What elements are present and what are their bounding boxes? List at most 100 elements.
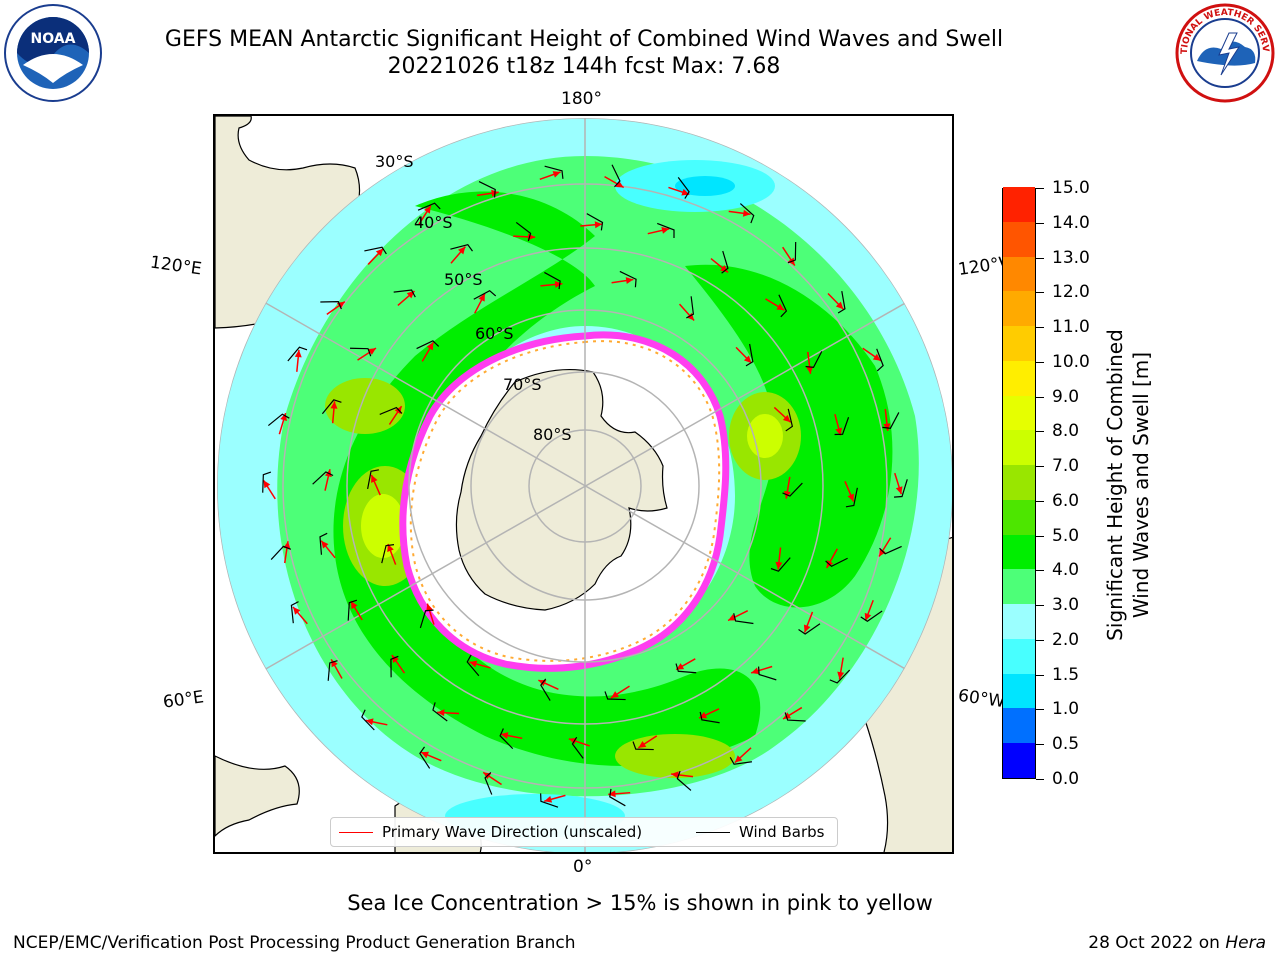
wave-direction-arrowhead (826, 560, 834, 569)
colorbar-tick-label: 13.0 (1052, 247, 1090, 268)
wind-barb (686, 296, 695, 319)
colorbar-segment (1003, 638, 1035, 674)
wave-direction-arrowhead (294, 349, 302, 358)
wave-direction-arrowhead (424, 205, 431, 214)
noaa-logo: NOAA (4, 4, 102, 102)
colorbar-tick (1036, 605, 1044, 607)
wind-barb (364, 246, 387, 255)
wave-direction-arrowhead (594, 221, 603, 229)
longitude-label-180: 180° (561, 89, 602, 109)
latitude-label: 70°S (503, 375, 542, 394)
wind-barb (882, 412, 900, 429)
wave-direction-arrowhead (720, 265, 729, 273)
colorbar-tick (1036, 466, 1044, 468)
colorbar-tick (1036, 709, 1044, 711)
colorbar-segment (1003, 568, 1035, 605)
wave-direction-arrowhead (751, 667, 759, 675)
wave-direction-arrowhead (500, 732, 509, 739)
wave-direction-arrowhead (742, 209, 751, 217)
wind-barb (586, 213, 604, 231)
wind-barb (834, 417, 850, 436)
wave-direction-arrowhead (837, 671, 845, 680)
wind-barb (515, 221, 532, 242)
colorbar (1002, 186, 1036, 779)
wind-barb (262, 471, 272, 493)
latitude-label: 30°S (375, 152, 414, 171)
wave-direction-arrowhead (375, 248, 384, 257)
wind-barb (604, 691, 626, 701)
wave-direction-arrowhead (625, 277, 634, 284)
wave-direction-arrowhead (782, 414, 791, 423)
colorbar-tick-label: 1.5 (1052, 664, 1080, 685)
wave-direction-arrowhead (478, 293, 485, 302)
wave-direction-arrowhead (806, 366, 814, 374)
wave-direction-arrowhead (420, 751, 429, 759)
colorbar-segment (1003, 360, 1035, 396)
wave-direction-arrowhead (872, 353, 881, 361)
wave-direction-arrowhead (554, 281, 563, 288)
sea-ice-note: Sea Ice Concentration > 15% is shown in … (347, 891, 933, 915)
longitude-label-60w: 60°W (956, 685, 1007, 713)
wind-barb (544, 165, 564, 179)
wind-barb (778, 294, 788, 318)
latitude-label: 40°S (414, 213, 453, 232)
wave-direction-arrowhead (368, 348, 376, 355)
footer-credit: NCEP/EMC/Verification Post Processing Pr… (13, 933, 576, 953)
longitude-label-60e: 60°E (161, 687, 206, 713)
wave-direction-arrows (262, 171, 903, 803)
wind-barb (419, 746, 431, 769)
wind-barb (619, 270, 637, 288)
wave-direction-arrowhead (864, 612, 872, 621)
wind-barb (770, 557, 791, 572)
colorbar-tick (1036, 674, 1044, 676)
wind-barb (632, 741, 654, 751)
wave-direction-arrowhead (280, 413, 287, 422)
wind-barb (745, 343, 754, 367)
wind-barb (320, 301, 342, 310)
wind-barb (350, 347, 372, 357)
wave-direction-arrowhead (544, 795, 553, 803)
colorbar-segment (1003, 708, 1035, 744)
colorbar-tick-label: 15.0 (1052, 178, 1090, 198)
wave-direction-arrowhead (391, 655, 399, 664)
wind-barb (677, 177, 690, 199)
footer-date: 28 Oct 2022 on Hera (1088, 933, 1266, 953)
colorbar-tick-label: 1.0 (1052, 699, 1080, 720)
wave-direction-arrowhead (728, 614, 737, 621)
colorbar-title-line2: Wind Waves and Swell [m] (1129, 351, 1153, 619)
wave-direction-arrowhead (371, 474, 378, 483)
wind-barb (267, 413, 290, 427)
footer-date-text: 28 Oct 2022 on (1088, 933, 1226, 953)
wind-barb (757, 666, 777, 681)
colorbar-tick-label: 8.0 (1052, 421, 1080, 442)
latitude-label: 80°S (533, 425, 572, 444)
colorbar-segment (1003, 290, 1035, 327)
wind-barb (729, 756, 753, 765)
wave-direction-arrowhead (615, 180, 624, 188)
nws-logo: NATIONAL WEATHER SERVICE (1175, 3, 1275, 103)
wind-barb (611, 164, 621, 188)
map-title: GEFS MEAN Antarctic Significant Height o… (164, 27, 1004, 52)
noaa-logo-text: NOAA (31, 31, 76, 47)
colorbar-tick (1036, 535, 1044, 537)
colorbar-segment (1003, 673, 1035, 709)
wave-direction-arrowhead (263, 480, 271, 489)
colorbar-tick-label: 14.0 (1052, 212, 1090, 233)
wind-barb (484, 771, 493, 795)
wind-barb (699, 711, 720, 724)
wave-direction-arrowhead (321, 540, 329, 549)
latitude-label: 60°S (475, 324, 514, 343)
wave-direction-arrowhead (426, 342, 434, 351)
wind-barb (450, 243, 473, 252)
wind-barb (805, 351, 823, 369)
wind-barb (894, 479, 908, 498)
wave-direction-arrowhead (608, 790, 616, 798)
map-legend: Primary Wave Direction (unscaled) Wind B… (330, 817, 838, 847)
colorbar-tick (1036, 361, 1044, 363)
wave-peak-south (615, 734, 735, 778)
wave-direction-arrowhead (835, 427, 843, 436)
colorbar-segment (1003, 221, 1035, 257)
wind-barb (784, 712, 806, 722)
wind-barb (290, 601, 299, 624)
colorbar-tick-label: 0.5 (1052, 734, 1080, 755)
